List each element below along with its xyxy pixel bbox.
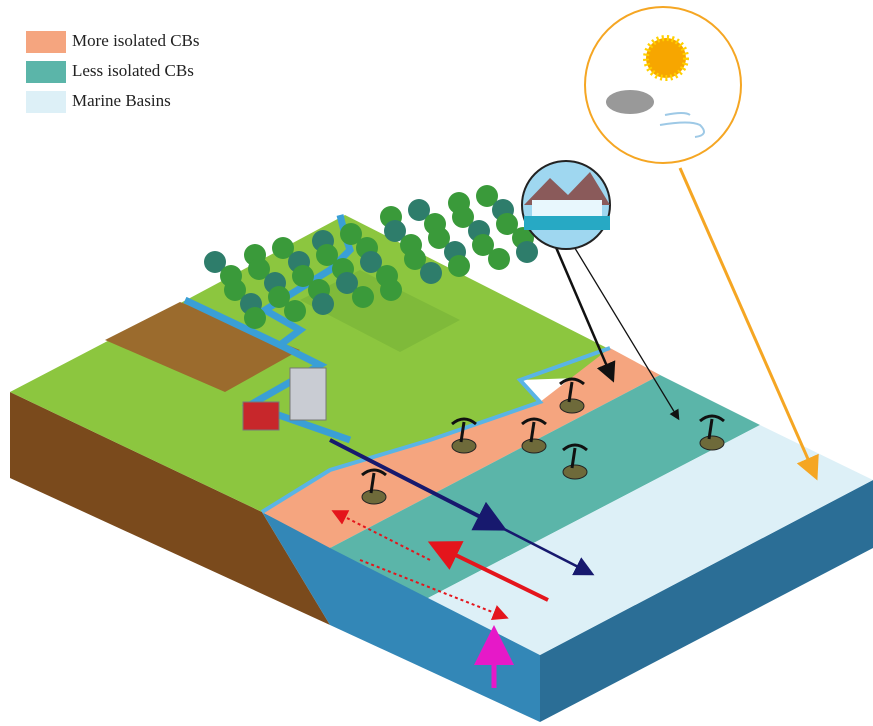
- arrow-orange: [678, 167, 819, 481]
- building-tall: [289, 367, 327, 421]
- tree: [268, 286, 290, 308]
- arrow-red-dotted: [359, 559, 509, 621]
- tree: [380, 279, 402, 301]
- tree: [488, 248, 510, 270]
- tree: [204, 251, 226, 273]
- tree: [408, 199, 430, 221]
- legend-label: More isolated CBs: [72, 31, 200, 50]
- tree: [340, 223, 362, 245]
- sea-side-face: [540, 480, 873, 722]
- legend-label: Marine Basins: [72, 91, 171, 110]
- tree: [452, 206, 474, 228]
- island: [361, 489, 387, 505]
- building-red: [242, 401, 280, 431]
- tree: [272, 237, 294, 259]
- cloud: [606, 90, 654, 114]
- legend-label: Less isolated CBs: [72, 61, 194, 80]
- sun: [643, 35, 689, 81]
- wind: [659, 112, 705, 138]
- tree: [404, 248, 426, 270]
- island: [559, 398, 585, 414]
- legend-swatch: [26, 91, 66, 113]
- tree: [284, 300, 306, 322]
- tree: [292, 265, 314, 287]
- legend-swatch: [26, 31, 66, 53]
- coastline: [260, 346, 611, 514]
- tree: [476, 185, 498, 207]
- land-surface: [10, 215, 660, 512]
- tree: [336, 272, 358, 294]
- forest: [204, 185, 538, 329]
- arrow-navy-thick: [329, 438, 508, 531]
- island: [562, 464, 588, 480]
- legend: More isolated CBs Less isolated CBs Marine…: [26, 31, 200, 113]
- arrow-red: [427, 541, 549, 602]
- tree: [428, 227, 450, 249]
- palm-tree: [451, 417, 477, 443]
- crop-field: [105, 302, 300, 392]
- tree: [420, 262, 442, 284]
- tree: [224, 279, 246, 301]
- tree: [360, 251, 382, 273]
- tree: [516, 241, 538, 263]
- islands: [361, 377, 725, 505]
- arrow-black-thin: [569, 239, 680, 421]
- island: [699, 435, 725, 451]
- legend-swatch: [26, 61, 66, 83]
- sea-front-face: [262, 512, 540, 722]
- arrow-black: [553, 244, 616, 383]
- palm-tree: [699, 414, 725, 440]
- tree: [448, 255, 470, 277]
- tree: [248, 258, 270, 280]
- tree: [352, 286, 374, 308]
- river-outlet: [241, 341, 352, 444]
- tree: [316, 244, 338, 266]
- tree: [472, 234, 494, 256]
- tree: [312, 293, 334, 315]
- island: [451, 438, 477, 454]
- mountains: [524, 172, 610, 205]
- inset-water: [524, 216, 610, 230]
- palm-tree: [562, 443, 588, 469]
- glacier: [532, 200, 602, 216]
- tree: [244, 307, 266, 329]
- island: [521, 438, 547, 454]
- palm-tree: [361, 468, 387, 494]
- tree: [496, 213, 518, 235]
- palm-tree: [521, 417, 547, 443]
- tree: [384, 220, 406, 242]
- climate-inset: [584, 6, 742, 164]
- soil-face: [10, 392, 330, 625]
- palm-tree: [559, 377, 585, 403]
